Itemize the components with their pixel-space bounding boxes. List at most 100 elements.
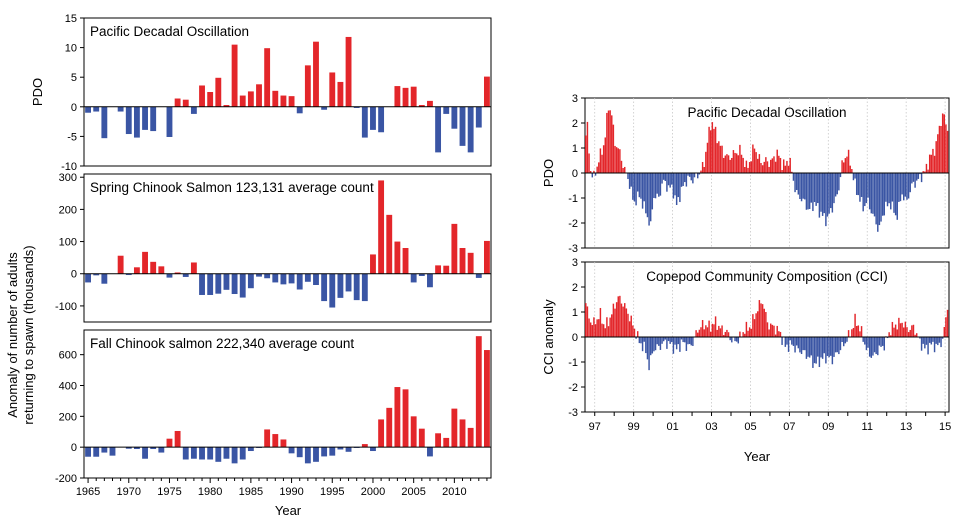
bar bbox=[288, 96, 295, 107]
bar bbox=[774, 334, 777, 337]
bar bbox=[844, 158, 847, 173]
bar bbox=[410, 416, 417, 448]
bar bbox=[909, 329, 911, 337]
bar bbox=[904, 173, 907, 197]
bar bbox=[708, 320, 710, 337]
bar bbox=[820, 337, 822, 358]
bar bbox=[370, 106, 376, 130]
bar bbox=[614, 308, 616, 337]
bar bbox=[591, 173, 594, 178]
bar bbox=[909, 173, 911, 193]
bar bbox=[933, 337, 936, 353]
bar bbox=[919, 173, 921, 175]
bar bbox=[612, 124, 615, 173]
bar bbox=[85, 273, 92, 283]
bar bbox=[818, 337, 821, 368]
bar bbox=[731, 157, 733, 173]
bar bbox=[899, 173, 902, 202]
bar bbox=[915, 173, 918, 181]
bar bbox=[768, 166, 770, 173]
bar bbox=[860, 173, 863, 197]
bar bbox=[758, 154, 761, 173]
bar bbox=[345, 273, 352, 292]
bar bbox=[826, 173, 829, 217]
bar bbox=[722, 157, 725, 173]
bar bbox=[830, 173, 832, 209]
bar bbox=[770, 159, 772, 173]
bar bbox=[288, 447, 295, 454]
bar bbox=[666, 173, 668, 192]
bar bbox=[885, 173, 887, 202]
bar bbox=[337, 81, 344, 107]
panel-fall-chinook-yticks: -200 0 200 400 600 bbox=[55, 350, 84, 485]
x-tick-label: 1995 bbox=[320, 486, 344, 498]
bar bbox=[672, 337, 675, 354]
bar bbox=[810, 337, 813, 356]
bar bbox=[823, 337, 825, 354]
bar bbox=[903, 327, 905, 337]
panel-spring-chinook-title: Spring Chinook Salmon 123,131 average co… bbox=[90, 180, 374, 195]
bar bbox=[586, 306, 589, 337]
bar bbox=[870, 173, 873, 214]
bar bbox=[906, 173, 908, 200]
bar bbox=[624, 303, 626, 337]
bar bbox=[93, 273, 100, 276]
bar bbox=[857, 325, 860, 337]
bar bbox=[802, 173, 804, 199]
bar bbox=[207, 92, 214, 107]
bar bbox=[125, 273, 132, 276]
left-shared-ylabel-line2: returning to spawn (thousands) bbox=[21, 245, 36, 424]
left-x-axis-ticks: 1965 1970 1975 1980 1985 1990 1995 2000 2005 2010 bbox=[76, 478, 488, 498]
bar bbox=[872, 173, 874, 214]
bar bbox=[911, 173, 913, 184]
bar bbox=[418, 105, 425, 107]
bar bbox=[386, 407, 393, 448]
bar bbox=[719, 328, 722, 337]
bar bbox=[671, 337, 673, 343]
bar bbox=[467, 427, 474, 448]
bar bbox=[711, 323, 714, 337]
bar bbox=[467, 106, 474, 153]
bar bbox=[860, 326, 863, 337]
bar bbox=[940, 125, 942, 173]
y-tick-label: 0 bbox=[572, 168, 578, 180]
bar bbox=[873, 337, 876, 353]
bar bbox=[927, 337, 929, 355]
bar bbox=[459, 419, 466, 448]
bar bbox=[692, 173, 694, 184]
bar bbox=[888, 173, 890, 204]
bar bbox=[596, 166, 598, 173]
panel-pdo-annual-bars bbox=[85, 36, 490, 153]
bar bbox=[838, 173, 840, 191]
panel-copepod-cci-ylabel: CCI anomaly bbox=[541, 299, 556, 375]
bar bbox=[459, 248, 466, 274]
bar bbox=[935, 337, 937, 344]
bar bbox=[671, 173, 673, 185]
panel-fall-chinook: -200 0 200 400 600 Fall Chinook salmon 222,3… bbox=[55, 329, 492, 485]
bar bbox=[781, 170, 783, 173]
bar bbox=[85, 447, 92, 457]
bar bbox=[640, 173, 642, 199]
bar bbox=[231, 447, 238, 464]
bar bbox=[752, 314, 754, 337]
x-tick-label: 07 bbox=[783, 421, 795, 433]
bar bbox=[662, 173, 665, 180]
bar bbox=[609, 110, 611, 173]
panel-pdo-annual-yticks: -10 -5 0 5 10 15 bbox=[61, 13, 84, 173]
bar bbox=[770, 323, 772, 337]
bar bbox=[851, 329, 853, 337]
bar bbox=[836, 337, 838, 353]
bar bbox=[321, 106, 328, 110]
bar bbox=[808, 173, 811, 209]
bar bbox=[664, 173, 667, 182]
bar bbox=[915, 333, 918, 337]
bar bbox=[695, 330, 697, 337]
bar bbox=[883, 337, 886, 351]
bar bbox=[813, 337, 816, 364]
bar bbox=[784, 165, 787, 173]
bar bbox=[740, 154, 743, 173]
bar bbox=[867, 173, 869, 198]
bar bbox=[296, 106, 303, 114]
bar bbox=[680, 173, 683, 187]
bar bbox=[654, 337, 657, 351]
